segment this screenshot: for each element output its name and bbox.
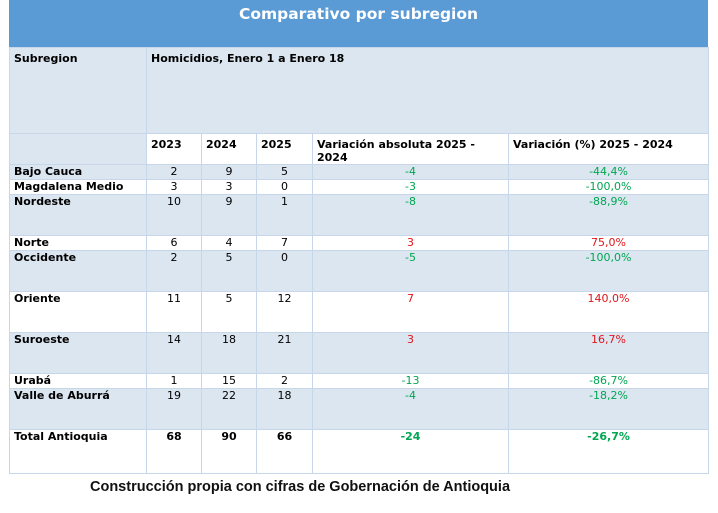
subregion-name: Urabá [9,373,147,389]
variation-absolute: -13 [312,373,509,389]
header-subregion: Subregion [9,47,147,134]
variation-percent: -44,4% [507,164,710,180]
table-row: Nordeste 10 9 1 -8 -88,9% [9,194,710,236]
header-2024: 2024 [201,133,257,165]
table-row: Urabá 1 15 2 -13 -86,7% [9,373,710,389]
header-2023: 2023 [146,133,202,165]
variation-percent: 16,7% [507,332,710,374]
variation-percent: 75,0% [507,235,710,251]
total-label: Total Antioquia [9,429,147,474]
value-2023: 2 [146,250,202,292]
total-2023: 68 [146,429,202,474]
subregion-name: Bajo Cauca [9,164,147,180]
variation-percent: -100,0% [507,250,710,292]
subregion-comparison-table: Subregion Homicidios, Enero 1 a Enero 18… [9,47,710,474]
variation-absolute: -4 [312,388,509,430]
table-title-bar: Comparativo por subregion [9,0,708,47]
table-title: Comparativo por subregion [238,5,479,23]
table-row: Valle de Aburrá 19 22 18 -4 -18,2% [9,388,710,430]
value-2025: 7 [256,235,313,251]
total-variation-percent: -26,7% [507,429,710,474]
value-2024: 5 [201,250,257,292]
value-2023: 11 [146,291,202,333]
variation-absolute: -5 [312,250,509,292]
variation-absolute: 3 [312,235,509,251]
total-2025: 66 [256,429,313,474]
value-2025: 2 [256,373,313,389]
variation-absolute: 7 [312,291,509,333]
header-variacion-porcentual: Variación (%) 2025 - 2024 [507,133,710,165]
variation-percent: -86,7% [507,373,710,389]
header-empty-cell [9,133,147,165]
variation-absolute: -8 [312,194,509,236]
value-2024: 4 [201,235,257,251]
value-2024: 9 [201,194,257,236]
header-row-columns: 2023 2024 2025 Variación absoluta 2025 -… [9,133,710,165]
subregion-name: Nordeste [9,194,147,236]
table-row: Bajo Cauca 2 9 5 -4 -44,4% [9,164,710,180]
source-caption: Construcción propia con cifras de Gobern… [90,479,511,495]
value-2023: 3 [146,179,202,195]
value-2024: 3 [201,179,257,195]
value-2025: 5 [256,164,313,180]
subregion-name: Magdalena Medio [9,179,147,195]
variation-percent: -88,9% [507,194,710,236]
total-row: Total Antioquia 68 90 66 -24 -26,7% [9,429,710,474]
header-2025: 2025 [256,133,313,165]
variation-percent: -100,0% [507,179,710,195]
table-row: Suroeste 14 18 21 3 16,7% [9,332,710,374]
subregion-name: Norte [9,235,147,251]
value-2025: 18 [256,388,313,430]
variation-absolute: 3 [312,332,509,374]
total-variation-absolute: -24 [312,429,509,474]
subregion-name: Valle de Aburrá [9,388,147,430]
variation-percent: -18,2% [507,388,710,430]
value-2023: 1 [146,373,202,389]
variation-absolute: -3 [312,179,509,195]
value-2024: 5 [201,291,257,333]
table-row: Magdalena Medio 3 3 0 -3 -100,0% [9,179,710,195]
value-2024: 22 [201,388,257,430]
header-homicidios: Homicidios, Enero 1 a Enero 18 [145,47,710,134]
value-2023: 10 [146,194,202,236]
subregion-name: Occidente [9,250,147,292]
table-row: Oriente 11 5 12 7 140,0% [9,291,710,333]
value-2025: 0 [256,250,313,292]
value-2023: 19 [146,388,202,430]
total-2024: 90 [201,429,257,474]
header-row-group: Subregion Homicidios, Enero 1 a Enero 18 [9,47,710,134]
header-variacion-absoluta: Variación absoluta 2025 - 2024 [312,133,509,165]
variation-percent: 140,0% [507,291,710,333]
subregion-name: Suroeste [9,332,147,374]
value-2023: 2 [146,164,202,180]
value-2024: 18 [201,332,257,374]
value-2024: 9 [201,164,257,180]
value-2025: 12 [256,291,313,333]
value-2023: 14 [146,332,202,374]
table-row: Norte 6 4 7 3 75,0% [9,235,710,251]
value-2025: 1 [256,194,313,236]
subregion-name: Oriente [9,291,147,333]
value-2024: 15 [201,373,257,389]
value-2025: 21 [256,332,313,374]
variation-absolute: -4 [312,164,509,180]
value-2025: 0 [256,179,313,195]
value-2023: 6 [146,235,202,251]
table-row: Occidente 2 5 0 -5 -100,0% [9,250,710,292]
